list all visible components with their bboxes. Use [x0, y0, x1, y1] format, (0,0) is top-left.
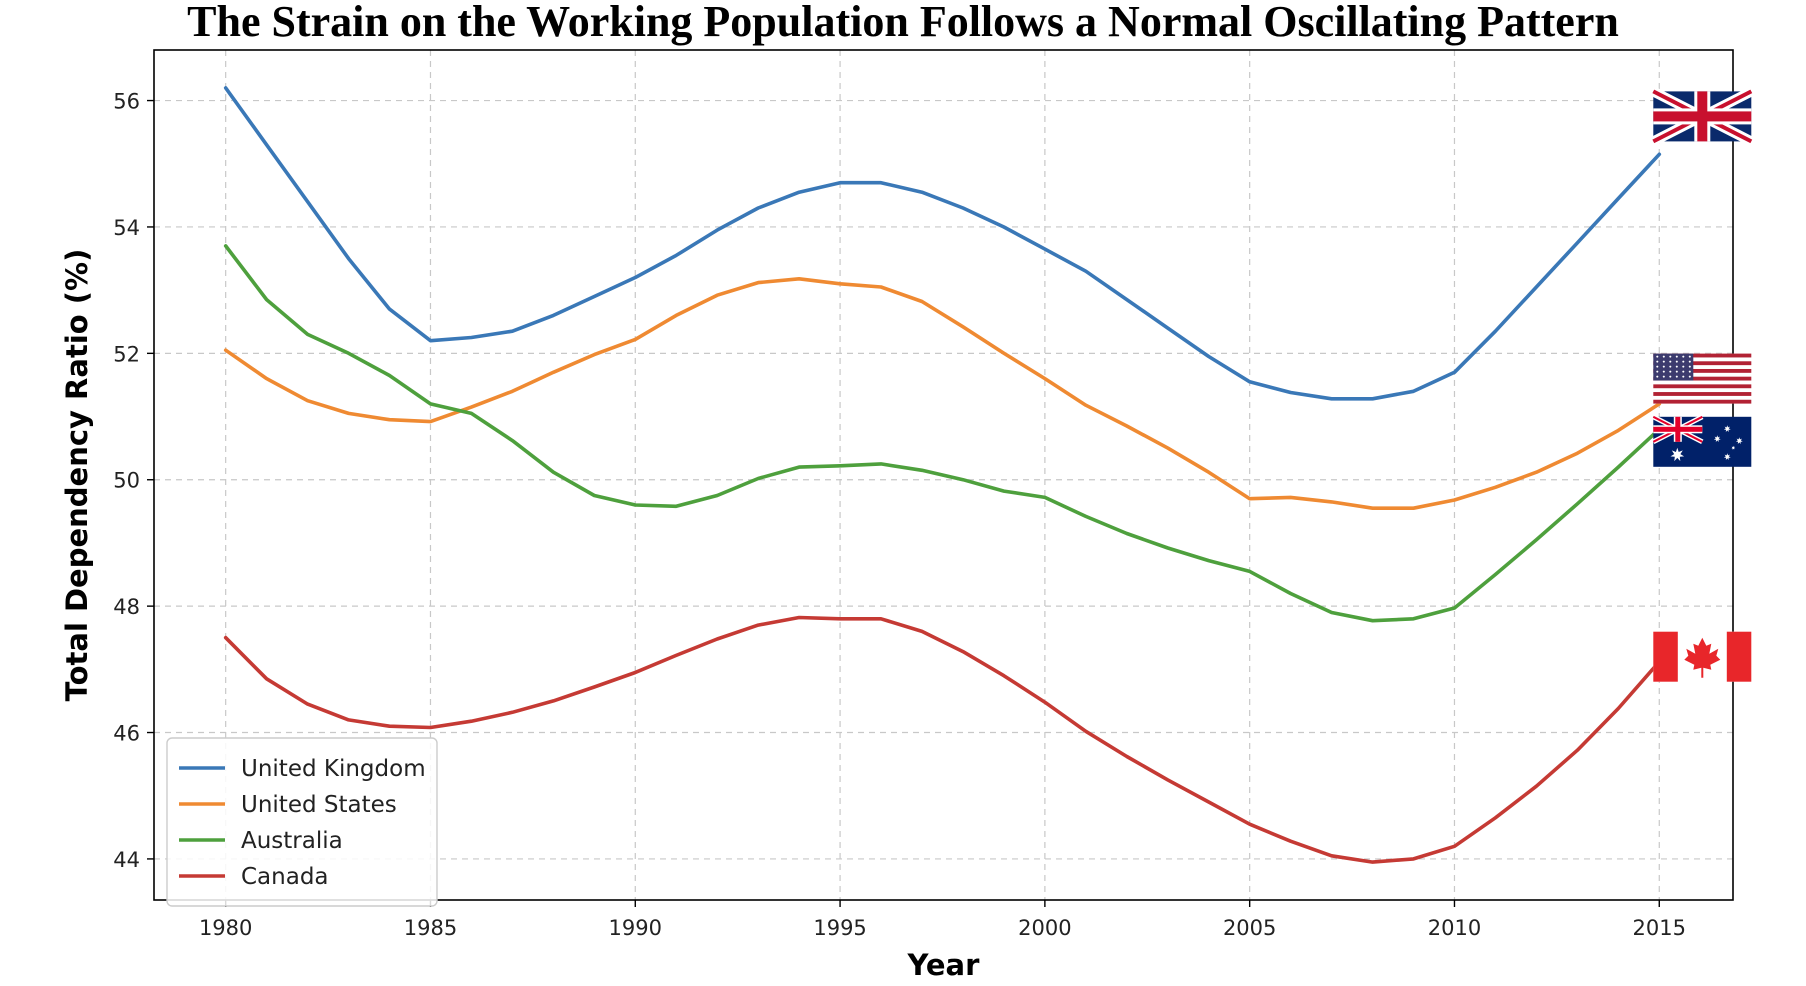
x-tick-label: 2000 — [1018, 916, 1071, 940]
ca-flag-icon — [1653, 631, 1752, 682]
y-tick-label: 48 — [113, 595, 140, 619]
series-line-united-states — [223, 276, 1662, 511]
x-tick-label: 2015 — [1633, 916, 1686, 940]
legend-label: United Kingdom — [241, 756, 426, 782]
chart-title: The Strain on the Working Population Fol… — [187, 0, 1619, 46]
legend-item[interactable]: Canada — [179, 864, 329, 890]
y-tick-label: 46 — [113, 722, 140, 746]
x-axis-label: Year — [907, 948, 981, 982]
legend-item[interactable]: United Kingdom — [179, 756, 426, 782]
flag-markers — [1651, 86, 1754, 682]
us-flag-icon — [1653, 353, 1752, 404]
x-tick-label: 1980 — [199, 916, 252, 940]
series-line-united-kingdom — [223, 86, 1662, 401]
legend-label: Australia — [241, 828, 343, 854]
y-tick-label: 50 — [113, 469, 140, 493]
y-tick-label: 54 — [113, 216, 140, 240]
series-layer — [223, 86, 1662, 864]
legend[interactable]: United Kingdom United States Australia Cana… — [166, 737, 438, 907]
x-tick-label: 1995 — [813, 916, 866, 940]
y-tick-label: 44 — [113, 848, 140, 872]
x-tick-label: 2005 — [1223, 916, 1276, 940]
legend-item[interactable]: Australia — [179, 828, 343, 854]
series-line-australia — [223, 244, 1662, 623]
legend-label: Canada — [241, 864, 329, 890]
x-tick-label: 1990 — [609, 916, 662, 940]
legend-box — [166, 737, 438, 907]
au-flag-icon — [1652, 414, 1752, 467]
x-tick-label: 2010 — [1428, 916, 1481, 940]
plot-area-frame — [153, 49, 1734, 901]
uk-flag-icon — [1651, 86, 1754, 146]
y-axis-label: Total Dependency Ratio (%) — [60, 249, 94, 702]
series-line-canada — [223, 615, 1662, 864]
x-tick-label: 1985 — [404, 916, 457, 940]
y-tick-label: 52 — [113, 342, 140, 366]
axis-ticks: 1980 1985 1990 1995 2000 2005 2010 2015 44 46 48 50… — [113, 90, 1686, 940]
y-tick-label: 56 — [113, 90, 140, 114]
legend-item[interactable]: United States — [179, 792, 397, 818]
legend-label: United States — [241, 792, 397, 818]
